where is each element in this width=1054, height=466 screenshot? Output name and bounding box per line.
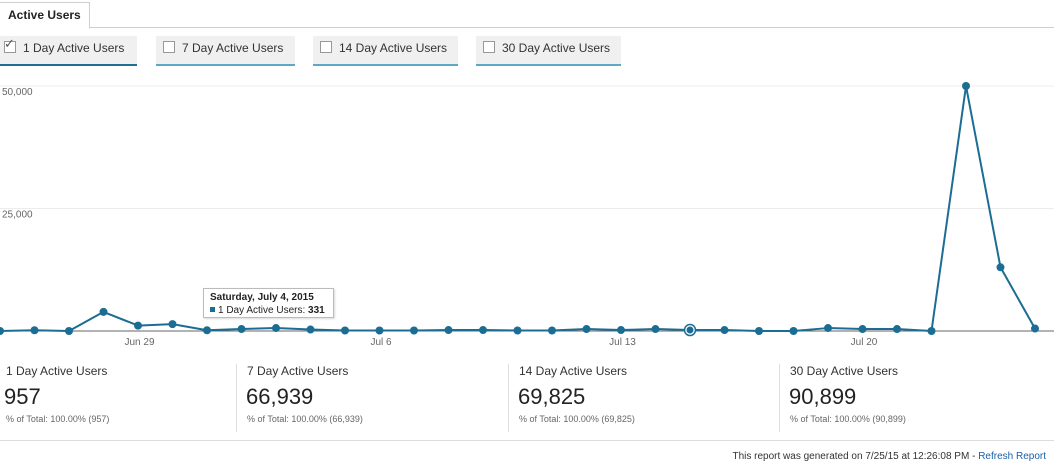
tooltip-row: 1 Day Active Users: 331 <box>210 305 327 317</box>
data-point <box>272 324 280 333</box>
checkbox-checked-icon[interactable]: ✓ <box>4 36 16 53</box>
data-point <box>513 326 522 335</box>
scorecard-total: % of Total: 100.00% (69,825) <box>519 414 635 424</box>
x-tick-label: Jul 20 <box>851 337 878 348</box>
data-point <box>203 326 211 335</box>
data-point <box>927 327 936 335</box>
data-point <box>99 307 108 316</box>
scorecard-label: 7 Day Active Users <box>247 364 349 378</box>
toggle-7-day-active-users[interactable]: 7 Day Active Users <box>156 36 295 66</box>
refresh-report-link[interactable]: Refresh Report <box>978 451 1046 462</box>
report-footer: This report was generated on 7/25/15 at … <box>732 451 1046 462</box>
toggle-label: 30 Day Active Users <box>502 41 611 55</box>
scorecard-total: % of Total: 100.00% (957) <box>6 414 110 424</box>
chart-tooltip: Saturday, July 4, 2015 1 Day Active User… <box>203 288 334 318</box>
scorecard-total: % of Total: 100.00% (90,899) <box>790 414 906 424</box>
checkbox-icon[interactable] <box>163 41 175 53</box>
data-point <box>789 327 798 335</box>
divider <box>0 440 1054 441</box>
data-point <box>824 324 832 333</box>
data-point <box>962 82 970 90</box>
tooltip-value: 331 <box>308 305 325 316</box>
scorecard-label: 30 Day Active Users <box>790 364 899 378</box>
data-point <box>30 326 39 335</box>
data-point <box>410 326 418 335</box>
checkbox-icon[interactable] <box>483 41 495 53</box>
tooltip-series-label: 1 Day Active Users: <box>218 305 306 316</box>
footer-text: This report was generated on 7/25/15 at … <box>732 451 979 462</box>
scorecard-label: 1 Day Active Users <box>6 364 108 378</box>
x-tick-label: Jul 6 <box>370 337 392 348</box>
data-point <box>755 327 763 335</box>
toggle-label: 14 Day Active Users <box>339 41 448 55</box>
divider <box>779 364 780 432</box>
data-point <box>582 325 591 334</box>
data-point <box>341 326 349 335</box>
data-point <box>858 325 867 334</box>
y-tick-label: 25,000 <box>2 210 33 221</box>
toggle-1-day-active-users[interactable]: ✓ 1 Day Active Users <box>0 36 137 66</box>
divider <box>236 364 237 432</box>
data-point <box>0 327 4 335</box>
data-point <box>168 320 177 329</box>
data-point <box>375 326 384 335</box>
data-point <box>479 326 487 335</box>
data-point <box>444 326 453 335</box>
toggle-label: 7 Day Active Users <box>182 41 284 55</box>
data-point <box>651 325 660 334</box>
scorecard-label: 14 Day Active Users <box>519 364 628 378</box>
series-color-icon <box>210 307 215 312</box>
checkbox-icon[interactable] <box>320 41 332 53</box>
data-point <box>306 325 315 334</box>
tooltip-title: Saturday, July 4, 2015 <box>210 292 314 303</box>
toggle-30-day-active-users[interactable]: 30 Day Active Users <box>476 36 621 66</box>
tab-bar: Active Users <box>0 0 1054 29</box>
scorecard-value: 69,825 <box>518 384 586 409</box>
scorecard-value: 957 <box>4 384 41 409</box>
toggle-14-day-active-users[interactable]: 14 Day Active Users <box>313 36 458 66</box>
scorecard-value: 90,899 <box>789 384 857 409</box>
data-point <box>548 326 556 335</box>
data-point <box>1031 324 1039 333</box>
tab-active-users[interactable]: Active Users <box>0 2 90 29</box>
highlighted-data-point <box>686 326 694 334</box>
data-point <box>134 321 142 330</box>
y-tick-label: 50,000 <box>2 87 33 98</box>
line-chart[interactable]: 50,000 25,000 Jun 29 Jul 6 Jul 13 Jul 20 <box>0 76 1054 352</box>
scorecard-value: 66,939 <box>246 384 314 409</box>
data-point <box>65 327 73 335</box>
data-point <box>237 325 246 334</box>
divider <box>508 364 509 432</box>
data-point <box>996 263 1005 272</box>
x-tick-label: Jul 13 <box>609 337 636 348</box>
data-point <box>617 326 625 335</box>
x-tick-label: Jun 29 <box>124 337 154 348</box>
scorecard-total: % of Total: 100.00% (66,939) <box>247 414 363 424</box>
toggle-label: 1 Day Active Users <box>23 41 125 55</box>
data-point <box>720 326 729 335</box>
data-point <box>893 325 901 334</box>
